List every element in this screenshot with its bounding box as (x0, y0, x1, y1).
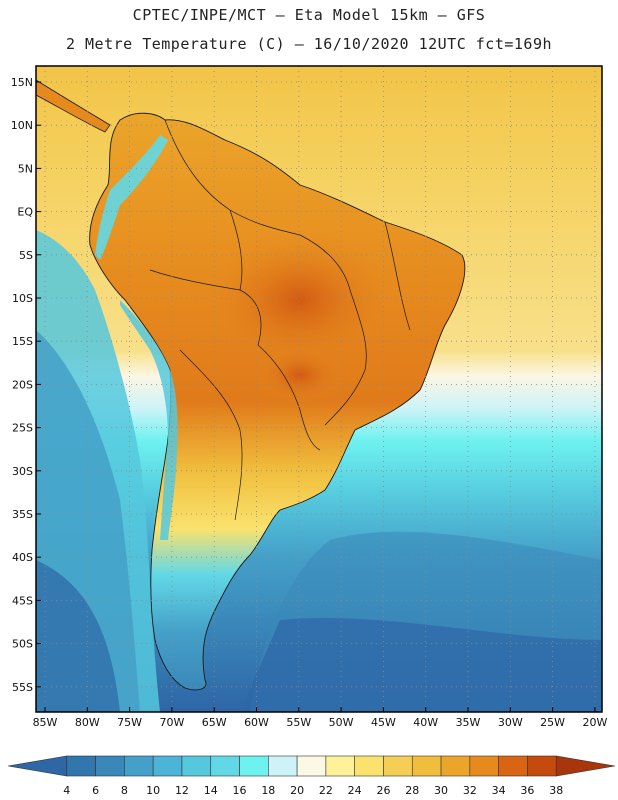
lat-label: 35S (12, 508, 33, 521)
lat-label: 10N (11, 119, 33, 132)
lon-label: 45W (371, 716, 396, 729)
lat-label: 25S (12, 422, 33, 435)
lon-label: 65W (202, 716, 227, 729)
colorbar-swatch (66, 755, 96, 777)
chart-title-line2: 2 Metre Temperature (C) – 16/10/2020 12U… (65, 35, 553, 53)
lon-label: 70W (159, 716, 184, 729)
colorbar-swatch (383, 755, 413, 777)
lon-label: 30W (498, 716, 523, 729)
colorbar-swatch (325, 755, 355, 777)
hot-interior-south (255, 345, 345, 405)
chart-title-line1: CPTEC/INPE/MCT – Eta Model 15km – GFS (132, 6, 486, 24)
lat-label: 10S (12, 292, 33, 305)
colorbar-tick-label: 8 (121, 784, 128, 797)
lat-label: 15N (11, 76, 33, 89)
colorbar-tick-label: 32 (463, 784, 477, 797)
colorbar-tick-label: 36 (520, 784, 534, 797)
lon-label: 55W (286, 716, 311, 729)
lat-label: 5S (19, 249, 33, 262)
longitude-labels: 85W 80W 75W 70W 65W 60W 55W 50W 45W 40W 35W 30W 25W 2… (33, 707, 607, 729)
lat-label: 45S (12, 594, 33, 607)
colorbar-swatch (268, 755, 298, 777)
lon-label: 20W (582, 716, 607, 729)
lon-label: 35W (456, 716, 481, 729)
lat-label: 50S (12, 638, 33, 651)
colorbar-tick-label: 30 (434, 784, 448, 797)
colorbar-tick-label: 10 (146, 784, 160, 797)
lat-label: EQ (17, 206, 33, 219)
colorbar-tick-label: 28 (405, 784, 419, 797)
lat-label: 15S (12, 335, 33, 348)
lon-label: 50W (329, 716, 354, 729)
lat-label: 55S (12, 681, 33, 694)
colorbar-tick-label: 22 (319, 784, 333, 797)
lon-label: 60W (244, 716, 269, 729)
lat-label: 5N (18, 162, 33, 175)
colorbar-tick-label: 4 (63, 784, 70, 797)
hot-interior-north (205, 230, 395, 370)
colorbar-tick-label: 26 (376, 784, 390, 797)
colorbar-tick-label: 18 (261, 784, 275, 797)
pacific-coldest-zone (36, 560, 120, 712)
latitude-labels: 15N 10N 5N EQ 5S 10S 15S 20S 25S 30S 35S 40S 45S 50S 5… (11, 76, 41, 694)
colorbar-swatch (296, 755, 327, 777)
lon-label: 80W (75, 716, 100, 729)
colorbar-swatch (411, 755, 442, 777)
colorbar-swatch (152, 755, 183, 777)
colorbar-tick-label: 16 (233, 784, 247, 797)
colorbar-arrow-low (7, 755, 68, 777)
atlantic-coldest-zone (240, 617, 602, 712)
colorbar-tick-label: 12 (175, 784, 189, 797)
colorbar-tick-label: 34 (492, 784, 506, 797)
colorbar-swatch (527, 755, 557, 777)
lat-label: 30S (12, 465, 33, 478)
colorbar-swatch (181, 755, 212, 777)
colorbar-swatch (124, 755, 154, 777)
colorbar-swatch (210, 755, 240, 777)
lon-label: 75W (117, 716, 142, 729)
colorbar-tick-label: 24 (348, 784, 362, 797)
andes-central-cool-strip (120, 300, 178, 540)
lon-label: 40W (413, 716, 438, 729)
lat-label: 40S (12, 551, 33, 564)
plot-frame (35, 65, 603, 713)
colorbar-tick-label: 20 (290, 784, 304, 797)
colorbar-swatch (239, 755, 269, 777)
andes-north-cool-strip (95, 135, 168, 260)
lon-label: 85W (33, 716, 58, 729)
central-america (36, 79, 111, 133)
lat-label: 20S (12, 378, 33, 391)
colorbar-swatch (440, 755, 471, 777)
colorbar-swatch (95, 755, 125, 777)
colorbar-swatch (498, 755, 528, 777)
colorbar: 4 6 8 10 12 14 16 18 20 22 24 26 28 30 32 34 36 38 (7, 755, 616, 797)
colorbar-arrow-high (555, 755, 616, 777)
colorbar-swatch (354, 755, 384, 777)
map-plot-area (36, 66, 602, 712)
colorbar-tick-label: 6 (92, 784, 99, 797)
colorbar-tick-label: 14 (204, 784, 218, 797)
colorbar-tick-label: 38 (549, 784, 563, 797)
lon-label: 25W (540, 716, 565, 729)
country-borders (149, 119, 411, 521)
colorbar-swatch (469, 755, 499, 777)
